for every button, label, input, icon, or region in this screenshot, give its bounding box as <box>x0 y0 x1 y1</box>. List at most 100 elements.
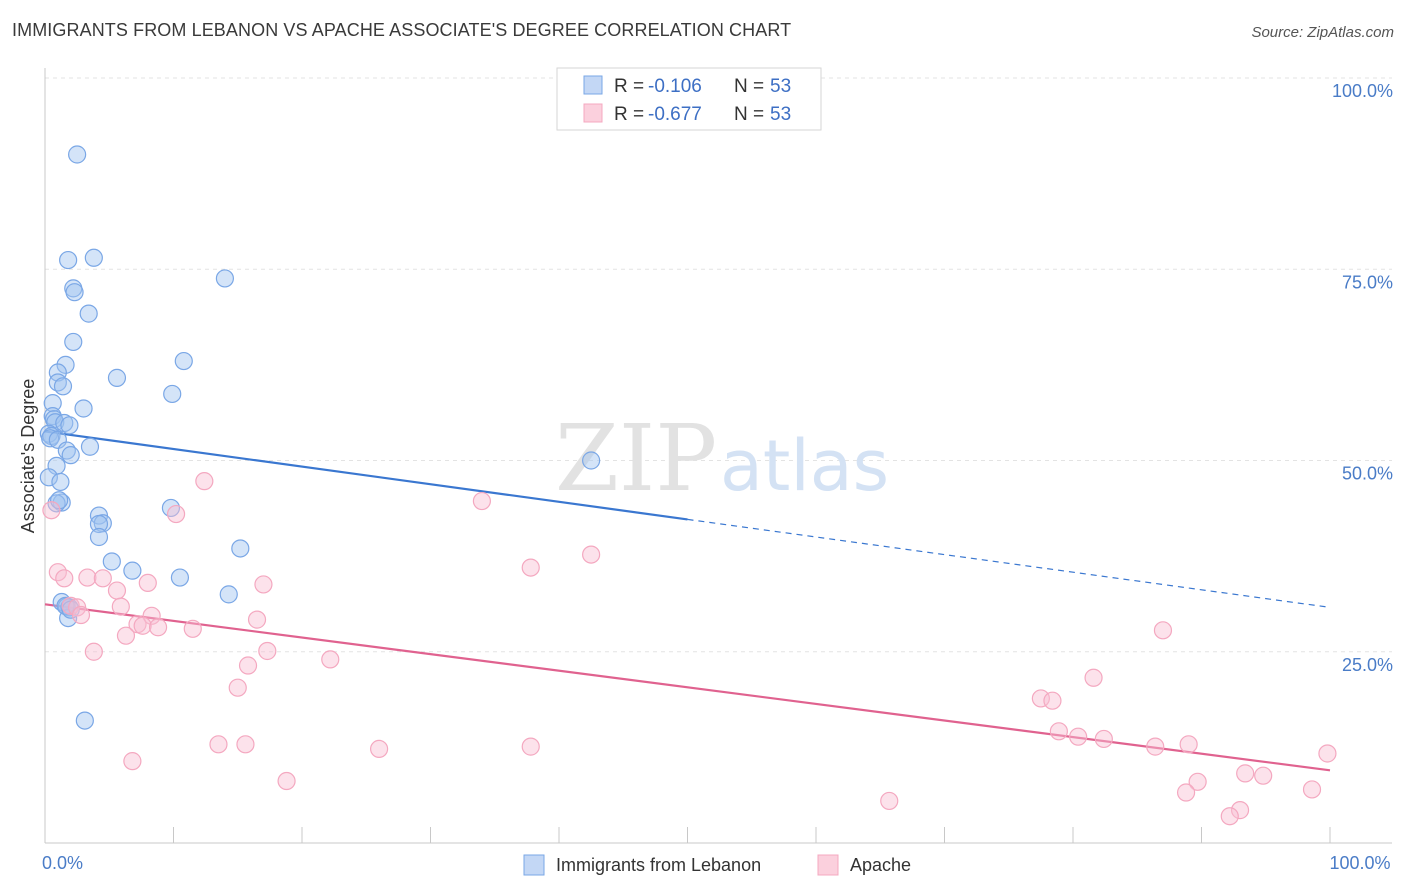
lebanon-point-26 <box>80 437 100 456</box>
legend-r-value-apache: -0.677 <box>648 104 702 125</box>
legend-n-label-apache: N = <box>734 104 764 125</box>
bottom-legend-swatch-lebanon <box>523 854 545 876</box>
apache-point-51 <box>1230 801 1250 820</box>
trend-line-solid-0 <box>44 430 688 521</box>
apache-point-35 <box>1094 729 1113 749</box>
apache-point-48 <box>1176 783 1196 802</box>
lebanon-point-1 <box>84 248 103 267</box>
apache-point-21 <box>148 618 168 637</box>
legend-swatch-lebanon <box>583 75 603 95</box>
x-tick-label-1: 100.0% <box>1329 853 1390 873</box>
lebanon-point-24 <box>41 429 60 448</box>
apache-point-16 <box>71 605 91 625</box>
lebanon-point-49 <box>75 711 94 730</box>
lebanon-point-10 <box>48 363 67 382</box>
lebanon-point-28 <box>61 446 80 465</box>
apache-point-47 <box>1188 772 1207 791</box>
apache-point-46 <box>277 771 296 791</box>
apache-point-27 <box>321 650 340 669</box>
legend-n-value-apache: 53 <box>770 104 791 125</box>
apache-point-2 <box>472 491 491 511</box>
lebanon-point-15 <box>43 394 62 413</box>
apache-point-23 <box>116 626 136 645</box>
apache-point-41 <box>1179 735 1198 754</box>
y-tick-label-1: 50.0% <box>1342 464 1393 484</box>
lebanon-point-4 <box>65 283 84 302</box>
lebanon-point-16 <box>74 399 93 418</box>
trend-line-dashed-0 <box>687 518 1331 608</box>
lebanon-point-2 <box>59 250 78 270</box>
apache-point-52 <box>1220 807 1239 826</box>
apache-point-43 <box>123 752 142 771</box>
lebanon-point-14 <box>163 384 182 404</box>
apache-point-12 <box>107 581 127 600</box>
apache-point-30 <box>228 678 247 697</box>
apache-point-37 <box>236 735 255 754</box>
lebanon-point-32 <box>51 472 70 492</box>
legend-r-label-lebanon: R = <box>614 76 644 97</box>
gridlines <box>45 77 1392 653</box>
apache-point-0 <box>42 501 61 520</box>
trend-lines <box>44 430 1331 772</box>
apache-point-5 <box>521 558 540 577</box>
apache-point-20 <box>133 616 152 635</box>
legend-n-value-lebanon: 53 <box>770 76 791 97</box>
y-tick-labels: 25.0% 50.0% 75.0% 100.0% <box>1332 81 1393 675</box>
y-tick-label-3: 100.0% <box>1332 81 1393 101</box>
lebanon-point-44 <box>219 585 238 604</box>
apache-point-45 <box>1254 766 1273 785</box>
apache-point-7 <box>55 569 74 588</box>
lebanon-point-38 <box>89 514 109 534</box>
top-legend: R = -0.106 N = 53 R = -0.677 N = 53 <box>556 67 822 131</box>
apache-point-32 <box>1043 691 1062 710</box>
lebanon-point-8 <box>174 351 193 371</box>
apache-point-24 <box>1153 621 1173 640</box>
apache-point-25 <box>84 642 103 661</box>
legend-swatch-apache <box>583 103 603 123</box>
trend-line-solid-1 <box>44 603 1331 772</box>
apache-point-50 <box>880 791 899 811</box>
apache-point-13 <box>61 596 80 615</box>
apache-point-39 <box>521 737 540 756</box>
y-tick-label-2: 75.0% <box>1342 272 1393 292</box>
lebanon-point-41 <box>102 552 121 571</box>
lebanon-point-40 <box>231 539 250 558</box>
lebanon-point-7 <box>64 332 83 352</box>
lebanon-point-5 <box>215 269 234 288</box>
apache-point-36 <box>209 735 228 754</box>
apache-point-33 <box>1049 722 1068 741</box>
watermark: ZIP atlas <box>555 405 889 512</box>
apache-point-31 <box>1031 689 1050 708</box>
lebanon-point-0 <box>68 145 87 164</box>
lebanon-point-39 <box>89 527 109 547</box>
lebanon-point-33 <box>52 493 71 512</box>
lebanon-point-6 <box>79 304 98 323</box>
source-label: Source: ZipAtlas.com <box>1251 24 1394 41</box>
chart-title: IMMIGRANTS FROM LEBANON VS APACHE ASSOCI… <box>12 20 792 40</box>
bottom-legend: Immigrants from Lebanon Apache <box>523 854 911 876</box>
x-tick-label-0: 0.0% <box>42 853 83 873</box>
lebanon-point-21 <box>60 416 79 435</box>
axes <box>44 68 1392 844</box>
watermark-atlas: atlas <box>720 425 889 507</box>
apache-point-29 <box>1084 668 1103 687</box>
apache-point-42 <box>1318 744 1337 763</box>
lebanon-point-43 <box>170 568 190 587</box>
bottom-legend-label-lebanon: Immigrants from Lebanon <box>556 855 761 875</box>
apache-point-9 <box>93 569 112 588</box>
apache-point-22 <box>183 619 202 638</box>
apache-point-17 <box>142 606 161 625</box>
y-tick-label-0: 25.0% <box>1342 655 1393 675</box>
apache-point-4 <box>582 545 601 564</box>
apache-point-18 <box>247 610 267 629</box>
data-points <box>39 145 1337 826</box>
y-axis-label: Associate's Degree <box>18 379 38 534</box>
x-tick-labels: 0.0% 100.0% <box>42 853 1391 873</box>
lebanon-point-11 <box>107 368 127 387</box>
apache-point-49 <box>1302 780 1322 799</box>
apache-point-10 <box>138 573 157 593</box>
apache-point-8 <box>78 568 97 587</box>
apache-point-26 <box>258 641 277 661</box>
bottom-legend-label-apache: Apache <box>850 855 911 875</box>
